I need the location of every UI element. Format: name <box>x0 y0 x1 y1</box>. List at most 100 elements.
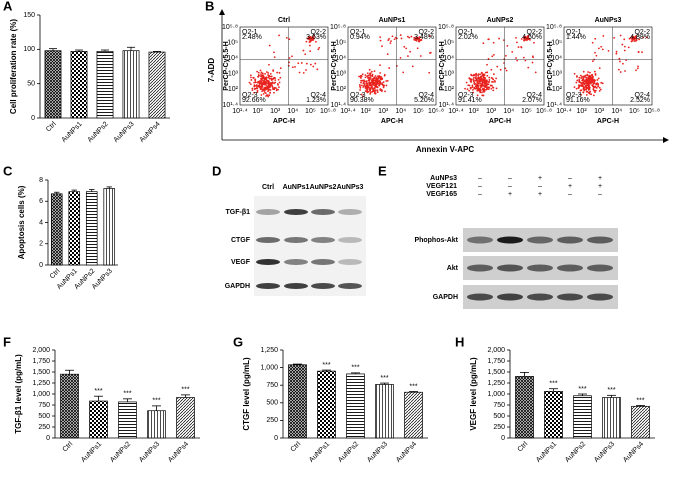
event-dot <box>583 80 585 83</box>
event-dot <box>631 39 634 42</box>
event-dot <box>360 75 363 78</box>
lane-label: Ctrl <box>262 184 274 191</box>
row-label: CTGF <box>231 237 251 244</box>
event-dot <box>479 89 482 92</box>
row-label: VEGF <box>231 259 251 266</box>
event-dot <box>393 38 396 41</box>
event-dot <box>370 70 373 73</box>
event-dot <box>272 77 275 80</box>
event-dot <box>266 79 269 82</box>
bar <box>44 50 62 119</box>
event-dot <box>496 65 499 68</box>
panel-letter: C <box>3 163 13 178</box>
significance: *** <box>578 386 586 393</box>
event-dot <box>635 69 637 72</box>
x-tick-label: 10² <box>469 108 480 115</box>
event-dot <box>585 77 588 79</box>
band <box>527 236 553 244</box>
band <box>527 264 553 272</box>
event-dot <box>479 79 482 82</box>
bar <box>317 370 336 439</box>
event-dot <box>598 90 601 92</box>
event-dot <box>376 86 378 89</box>
y-tick-label: 10¹·⁴ <box>547 102 562 109</box>
x-tick-label: AuNPs4 <box>622 441 645 464</box>
event-dot <box>257 75 259 78</box>
event-dot <box>631 35 634 38</box>
event-dot <box>274 81 277 84</box>
event-dot <box>258 86 261 88</box>
event-dot <box>288 38 291 40</box>
band <box>256 237 280 243</box>
event-dot <box>307 37 310 40</box>
event-dot <box>268 82 271 85</box>
bar <box>68 191 81 266</box>
event-dot <box>584 80 587 83</box>
quadrant-percent: 3.48% <box>414 34 434 41</box>
panel-title: AuNPs1 <box>379 17 406 24</box>
event-dot <box>278 81 281 84</box>
event-dot <box>487 38 490 41</box>
treatment-sign: – <box>568 191 572 198</box>
event-dot <box>360 77 362 79</box>
event-dot <box>367 74 370 77</box>
y-tick-label: 1,250 <box>487 380 505 387</box>
band <box>338 209 362 215</box>
y-tick-label: 10² <box>444 86 455 93</box>
event-dot <box>379 64 381 67</box>
event-dot <box>533 41 535 44</box>
significance: *** <box>607 387 615 394</box>
lane-label: AuNPs2 <box>310 184 337 191</box>
y-tick-label: 8 <box>39 177 43 184</box>
event-dot <box>374 89 377 92</box>
event-dot <box>419 39 422 42</box>
event-dot <box>591 41 594 44</box>
event-dot <box>488 79 491 81</box>
event-dot <box>308 41 311 43</box>
bar <box>96 51 114 119</box>
event-dot <box>585 84 587 87</box>
event-dot <box>318 46 321 49</box>
event-dot <box>580 93 583 96</box>
event-dot <box>597 83 599 86</box>
event-dot <box>308 37 311 40</box>
arrow-head <box>219 9 225 15</box>
y-tick-label: 750 <box>38 402 50 409</box>
event-dot <box>594 79 596 82</box>
event-dot <box>252 76 255 79</box>
y-tick-label: 10⁵ <box>335 39 346 46</box>
event-dot <box>264 92 267 94</box>
event-dot <box>479 76 481 79</box>
quadrant-percent: 2.02% <box>458 34 478 41</box>
event-dot <box>590 81 593 84</box>
event-dot <box>410 35 413 38</box>
quadrant-percent: 2.52% <box>630 97 650 104</box>
x-tick-label: Ctrl <box>517 440 530 453</box>
bar <box>103 188 116 266</box>
event-dot <box>380 89 383 91</box>
event-dot <box>254 81 257 84</box>
x-tick-label: 10¹·⁴ <box>232 108 247 115</box>
event-dot <box>534 71 537 74</box>
bar <box>573 395 592 439</box>
x-tick-label: Ctrl <box>290 440 303 453</box>
band <box>284 209 308 215</box>
event-dot <box>594 91 596 93</box>
event-dot <box>316 68 319 71</box>
event-dot <box>484 82 487 84</box>
event-dot <box>365 80 368 83</box>
event-dot <box>251 89 254 92</box>
y-axis-label: VEGF level (pg/mL) <box>469 357 478 431</box>
event-dot <box>389 42 392 45</box>
event-dot <box>522 56 525 59</box>
event-dot <box>481 94 484 97</box>
y-tick-label: 250 <box>493 424 505 431</box>
y-tick-label: 0 <box>501 435 505 442</box>
event-dot <box>366 89 369 92</box>
event-dot <box>524 36 527 38</box>
event-dot <box>369 92 372 95</box>
event-dot <box>375 82 377 85</box>
event-dot <box>388 38 390 40</box>
band <box>256 209 280 215</box>
event-dot <box>311 38 314 41</box>
